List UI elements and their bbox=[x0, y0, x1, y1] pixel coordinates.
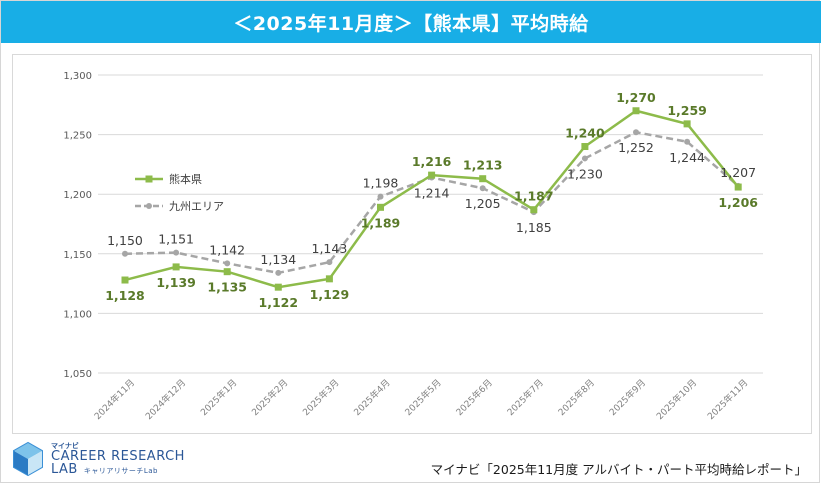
x-tick-label: 2025年10月 bbox=[654, 377, 700, 423]
chart-panel: 1,050 1,100 1,150 1,200 1,250 1,300 2024年11月 20… bbox=[12, 54, 812, 434]
data-label-kumamoto: 1,189 bbox=[361, 215, 401, 230]
point-kumamoto bbox=[173, 263, 180, 270]
point-kyushu bbox=[684, 139, 690, 145]
point-kyushu bbox=[582, 155, 588, 161]
point-kumamoto bbox=[275, 284, 282, 291]
point-kumamoto bbox=[428, 172, 435, 179]
point-kumamoto bbox=[530, 206, 537, 213]
y-tick-label: 1,300 bbox=[63, 71, 92, 82]
legend-marker-kyushu bbox=[146, 203, 152, 209]
career-research-lab-logo: マイナビ CAREER RESEARCH LAB キャリアリサーチLab bbox=[11, 436, 185, 482]
source-caption: マイナビ「2025年11月度 アルバイト・パート平均時給レポート」 bbox=[431, 459, 807, 478]
data-label-kyushu: 1,205 bbox=[465, 196, 501, 211]
data-label-kumamoto: 1,240 bbox=[565, 126, 605, 141]
data-label-kumamoto: 1,213 bbox=[463, 158, 503, 173]
data-label-kyushu: 1,207 bbox=[720, 165, 756, 180]
data-label-kyushu: 1,134 bbox=[260, 252, 296, 267]
data-label-kyushu: 1,214 bbox=[414, 186, 450, 201]
data-label-kyushu: 1,252 bbox=[618, 140, 654, 155]
x-tick-label: 2025年4月 bbox=[351, 377, 392, 418]
point-kyushu bbox=[326, 259, 332, 265]
logo-main-text-2: LAB bbox=[51, 462, 78, 477]
x-tick-label: 2024年12月 bbox=[143, 377, 189, 423]
data-label-kyushu: 1,198 bbox=[363, 176, 399, 191]
x-tick-label: 2024年11月 bbox=[92, 377, 138, 423]
point-kumamoto bbox=[684, 120, 691, 127]
y-tick-label: 1,200 bbox=[63, 190, 92, 201]
point-kyushu bbox=[122, 251, 128, 257]
legend-label-kyushu: 九州エリア bbox=[169, 200, 224, 213]
legend-marker-kumamoto bbox=[146, 176, 153, 183]
x-tick-label: 2025年9月 bbox=[607, 377, 648, 418]
x-tick-label: 2025年3月 bbox=[300, 377, 341, 418]
data-label-kyushu: 1,150 bbox=[107, 233, 143, 248]
point-kumamoto bbox=[735, 184, 742, 191]
point-kyushu bbox=[275, 270, 281, 276]
y-tick-label: 1,050 bbox=[63, 369, 92, 380]
point-kyushu bbox=[224, 260, 230, 266]
page-title: ＜2025年11月度＞【熊本県】平均時給 bbox=[1, 1, 821, 43]
point-kumamoto bbox=[633, 107, 640, 114]
x-tick-label: 2025年11月 bbox=[705, 377, 751, 423]
point-kyushu bbox=[480, 185, 486, 191]
y-tick-label: 1,150 bbox=[63, 250, 92, 261]
data-label-kyushu: 1,244 bbox=[669, 150, 705, 165]
point-kumamoto bbox=[377, 204, 384, 211]
y-tick-label: 1,100 bbox=[63, 309, 92, 320]
data-label-kumamoto: 1,128 bbox=[105, 288, 145, 303]
logo-jp-text: キャリアリサーチLab bbox=[84, 467, 158, 475]
data-label-kumamoto: 1,139 bbox=[156, 275, 196, 290]
point-kyushu bbox=[633, 129, 639, 135]
point-kyushu bbox=[378, 194, 384, 200]
data-label-kumamoto: 1,259 bbox=[667, 103, 707, 118]
x-tick-label: 2025年7月 bbox=[504, 377, 545, 418]
point-kumamoto bbox=[581, 143, 588, 150]
data-label-kumamoto: 1,206 bbox=[718, 195, 758, 210]
cube-logo-icon bbox=[11, 441, 45, 477]
data-label-kumamoto: 1,122 bbox=[259, 295, 299, 310]
x-tick-label: 2025年5月 bbox=[402, 377, 443, 418]
data-label-kumamoto: 1,216 bbox=[412, 154, 452, 169]
legend-label-kumamoto: 熊本県 bbox=[169, 172, 202, 186]
y-tick-label: 1,250 bbox=[63, 131, 92, 142]
x-tick-label: 2025年8月 bbox=[556, 377, 597, 418]
x-tick-label: 2025年2月 bbox=[249, 377, 290, 418]
data-label-kyushu: 1,143 bbox=[312, 241, 348, 256]
point-kumamoto bbox=[122, 277, 129, 284]
data-label-kyushu: 1,230 bbox=[567, 166, 603, 181]
data-label-kumamoto: 1,129 bbox=[310, 287, 350, 302]
point-kumamoto bbox=[479, 175, 486, 182]
data-label-kyushu: 1,151 bbox=[158, 232, 194, 247]
data-label-kumamoto: 1,135 bbox=[207, 280, 247, 295]
data-label-kumamoto: 1,187 bbox=[514, 189, 554, 204]
data-label-kyushu: 1,185 bbox=[516, 220, 552, 235]
data-label-kumamoto: 1,270 bbox=[616, 90, 656, 105]
data-label-kyushu: 1,142 bbox=[209, 242, 245, 257]
point-kumamoto bbox=[326, 275, 333, 282]
point-kyushu bbox=[173, 250, 179, 256]
x-tick-label: 2025年6月 bbox=[453, 377, 494, 418]
point-kumamoto bbox=[224, 268, 231, 275]
x-tick-label: 2025年1月 bbox=[198, 377, 239, 418]
